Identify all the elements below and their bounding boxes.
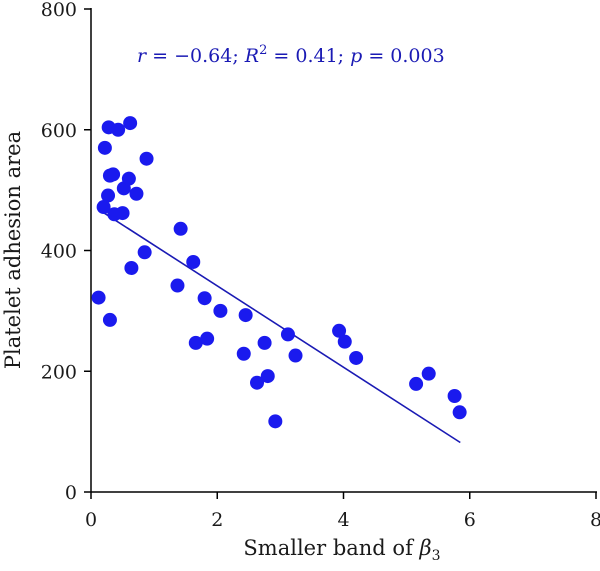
data-point [186, 254, 201, 269]
y-axis-title: Platelet adhesion area [1, 131, 25, 369]
data-point [238, 308, 253, 323]
data-point [106, 167, 121, 182]
x-tick-label: 0 [85, 509, 97, 531]
data-point [188, 335, 203, 350]
stats-annotation: r = −0.64; R2 = 0.41; p = 0.003 [137, 43, 445, 67]
data-point [129, 186, 144, 201]
y-tick-label: 0 [65, 482, 77, 504]
data-point [447, 389, 462, 404]
data-point [139, 151, 154, 166]
y-tick-label: 400 [41, 241, 77, 263]
y-tick-label: 800 [41, 0, 77, 21]
x-tick-label: 8 [590, 509, 600, 531]
x-tick-label: 2 [211, 509, 223, 531]
data-point [288, 348, 303, 363]
data-point [409, 376, 424, 391]
data-point [123, 116, 138, 131]
data-point [137, 245, 152, 260]
data-point [349, 350, 364, 365]
data-point [115, 206, 130, 221]
data-point [213, 303, 228, 318]
regression-line-group [100, 209, 461, 444]
data-point [268, 414, 283, 429]
y-tick-label: 600 [41, 120, 77, 142]
ticks: 0 2 4 6 8 0 200 400 600 800 [41, 0, 600, 531]
data-point [332, 323, 347, 338]
data-point [170, 278, 185, 293]
data-point [96, 200, 111, 215]
x-tick-label: 4 [337, 509, 349, 531]
data-points [91, 116, 467, 429]
x-axis-title: Smaller band of β3 [243, 536, 440, 564]
axes [90, 8, 597, 493]
data-point [200, 331, 215, 346]
data-point [102, 312, 117, 327]
data-point [111, 122, 126, 137]
data-point [260, 369, 275, 384]
data-point [197, 291, 212, 306]
data-point [236, 346, 251, 361]
data-point [452, 405, 467, 420]
regression-line [100, 209, 461, 444]
data-point [421, 366, 436, 381]
data-point [337, 334, 352, 349]
data-point [257, 335, 272, 350]
data-point [101, 188, 116, 203]
x-tick-label: 6 [464, 509, 476, 531]
data-point [121, 171, 136, 186]
data-point [124, 261, 139, 276]
data-point [91, 290, 106, 305]
data-point [250, 375, 265, 390]
y-tick-label: 200 [41, 361, 77, 383]
data-point [173, 221, 188, 236]
data-point [97, 140, 112, 155]
data-point [280, 327, 295, 342]
